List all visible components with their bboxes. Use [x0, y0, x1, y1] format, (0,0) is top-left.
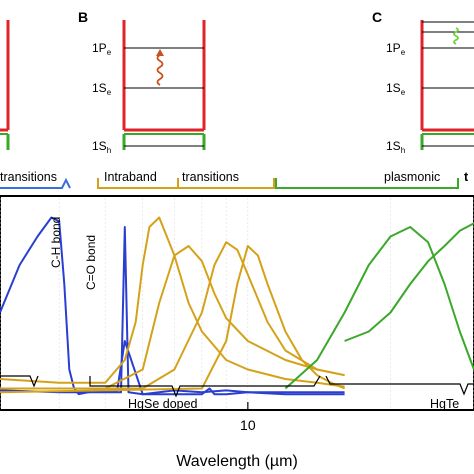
- x-axis-ticks: 10: [240, 402, 256, 433]
- bracket-interband: [0, 177, 71, 189]
- series-line-3: [0, 216, 345, 388]
- x-tick-label: 10: [240, 417, 256, 433]
- series-line-8: [344, 222, 474, 342]
- annotation-ch-bond: C-H bond: [49, 217, 63, 268]
- bracket-plasmonic-cut: t: [464, 170, 469, 184]
- panel-b: B 1Pe 1Se 1Sh: [78, 9, 206, 155]
- bracket-bottom-right: [325, 375, 474, 396]
- panel-c: C 1Pe 1Se 1Sh: [372, 9, 474, 155]
- bracket-intraband-label-a: Intraband: [104, 170, 157, 184]
- top-brackets: transitions Intraband transitions plasmo…: [0, 170, 469, 189]
- panel-b-letter: B: [78, 9, 88, 25]
- panel-a-remnant: [0, 20, 10, 150]
- bracket-bottom-mid-label: HgSe doped: [128, 397, 198, 411]
- plot-frame: [0, 195, 474, 411]
- bracket-plasmonic: [275, 178, 459, 189]
- bracket-interband-label: transitions: [0, 170, 57, 184]
- x-axis-label: Wavelength (µm): [176, 453, 298, 470]
- series-line-5: [0, 241, 345, 390]
- panel-b-label-1sh: 1Sh: [92, 139, 111, 155]
- bracket-plasmonic-label: plasmonic: [384, 170, 440, 184]
- plot-series: [0, 216, 474, 396]
- panel-b-label-1pe: 1Pe: [92, 41, 112, 57]
- panel-c-label-1pe: 1Pe: [386, 41, 406, 57]
- panel-c-letter: C: [372, 9, 382, 25]
- plot-grid: [0, 198, 474, 408]
- panel-b-label-1se: 1Se: [92, 81, 112, 97]
- series-line-7: [284, 226, 474, 390]
- bracket-intraband-label-b: transitions: [182, 170, 239, 184]
- panel-c-label-1sh: 1Sh: [386, 139, 405, 155]
- bracket-bottom-mid: [89, 375, 321, 398]
- bracket-bottom-left: [0, 375, 39, 388]
- bracket-intraband: [97, 178, 275, 189]
- annotation-co-bond: C=O bond: [84, 235, 98, 290]
- panel-c-wavy-arrow: [453, 27, 459, 45]
- bottom-brackets: HgSe doped HgTe: [0, 375, 474, 411]
- series-line-4: [0, 245, 345, 390]
- series-line-2: [0, 226, 345, 396]
- bracket-bottom-right-label: HgTe: [430, 397, 459, 411]
- panel-c-label-1se: 1Se: [386, 81, 406, 97]
- panel-b-wavy-arrow: [156, 54, 164, 86]
- panel-b-arrow-head: [156, 49, 164, 56]
